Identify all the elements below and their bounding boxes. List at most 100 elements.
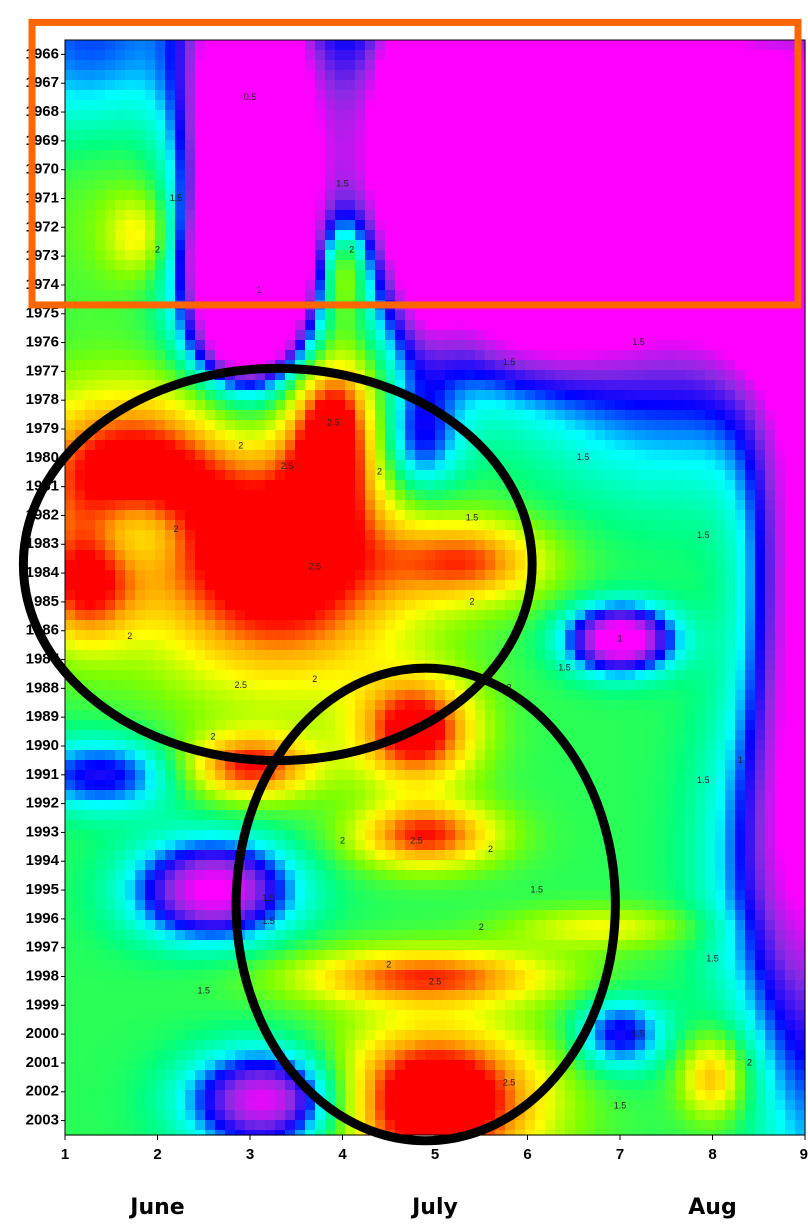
heat-cell — [455, 150, 466, 161]
heat-cell — [525, 350, 536, 361]
heat-cell — [515, 140, 526, 151]
heat-cell — [515, 580, 526, 591]
heat-cell — [105, 130, 116, 141]
heat-cell — [705, 640, 716, 651]
heat-cell — [195, 250, 206, 261]
heat-cell — [395, 520, 406, 531]
heat-cell — [525, 250, 536, 261]
heat-cell — [415, 360, 426, 371]
heat-cell — [585, 230, 596, 241]
heat-cell — [465, 40, 476, 51]
heat-cell — [565, 460, 576, 471]
heat-cell — [315, 200, 326, 211]
heat-cell — [685, 320, 696, 331]
heat-cell — [325, 190, 336, 201]
heat-cell — [775, 290, 786, 301]
heat-cell — [515, 150, 526, 161]
heat-cell — [145, 400, 156, 411]
heat-cell — [535, 480, 546, 491]
heat-cell — [765, 210, 776, 221]
heat-cell — [745, 180, 756, 191]
heat-cell — [365, 590, 376, 601]
heat-cell — [775, 130, 786, 141]
heat-cell — [385, 90, 396, 101]
heat-cell — [135, 380, 146, 391]
heat-cell — [685, 100, 696, 111]
heat-cell — [165, 620, 176, 631]
heat-cell — [485, 370, 496, 381]
heat-cell — [595, 690, 606, 701]
heat-cell — [795, 680, 806, 691]
heat-cell — [515, 340, 526, 351]
heat-cell — [615, 210, 626, 221]
heat-cell — [415, 630, 426, 641]
heat-cell — [665, 310, 676, 321]
heat-cell — [795, 430, 806, 441]
heat-cell — [265, 110, 276, 121]
heat-cell — [515, 540, 526, 551]
heat-cell — [485, 240, 496, 251]
heat-cell — [435, 190, 446, 201]
heat-cell — [95, 640, 106, 651]
heat-cell — [725, 560, 736, 571]
heat-cell — [195, 680, 206, 691]
heat-cell — [395, 250, 406, 261]
heat-cell — [415, 470, 426, 481]
heat-cell — [165, 140, 176, 151]
heat-cell — [365, 540, 376, 551]
heat-cell — [455, 480, 466, 491]
heat-cell — [405, 570, 416, 581]
heat-cell — [135, 360, 146, 371]
heat-cell — [755, 520, 766, 531]
heat-cell — [315, 560, 326, 571]
heat-cell — [665, 110, 676, 121]
heat-cell — [185, 230, 196, 241]
heat-cell — [215, 190, 226, 201]
heat-cell — [455, 230, 466, 241]
heat-cell — [125, 520, 136, 531]
heat-cell — [345, 700, 356, 711]
heat-cell — [555, 620, 566, 631]
heat-cell — [485, 560, 496, 571]
heat-cell — [435, 210, 446, 221]
heat-cell — [465, 640, 476, 651]
heat-cell — [445, 210, 456, 221]
heat-cell — [465, 320, 476, 331]
heat-cell — [725, 410, 736, 421]
heat-cell — [605, 560, 616, 571]
heat-cell — [515, 210, 526, 221]
heat-cell — [605, 320, 616, 331]
heat-cell — [625, 130, 636, 141]
heat-cell — [555, 60, 566, 71]
heat-cell — [195, 340, 206, 351]
heat-cell — [575, 510, 586, 521]
heat-cell — [345, 550, 356, 561]
heat-cell — [545, 430, 556, 441]
heat-cell — [85, 50, 96, 61]
heat-cell — [355, 650, 366, 661]
heat-cell — [735, 660, 746, 671]
heat-cell — [115, 380, 126, 391]
heat-cell — [135, 270, 146, 281]
heat-cell — [145, 420, 156, 431]
heat-cell — [485, 390, 496, 401]
heat-cell — [635, 320, 646, 331]
heat-cell — [115, 50, 126, 61]
heat-cell — [705, 680, 716, 691]
heat-cell — [285, 120, 296, 131]
heat-cell — [415, 230, 426, 241]
heat-cell — [295, 670, 306, 681]
heat-cell — [765, 450, 776, 461]
heat-cell — [515, 470, 526, 481]
heat-cell — [305, 560, 316, 571]
heat-cell — [365, 580, 376, 591]
heat-cell — [695, 530, 706, 541]
heat-cell — [665, 430, 676, 441]
heat-cell — [495, 580, 506, 591]
heat-cell — [115, 640, 126, 651]
heat-cell — [745, 360, 756, 371]
heat-cell — [165, 40, 176, 51]
heat-cell — [595, 420, 606, 431]
heat-cell — [395, 610, 406, 621]
heat-cell — [405, 610, 416, 621]
